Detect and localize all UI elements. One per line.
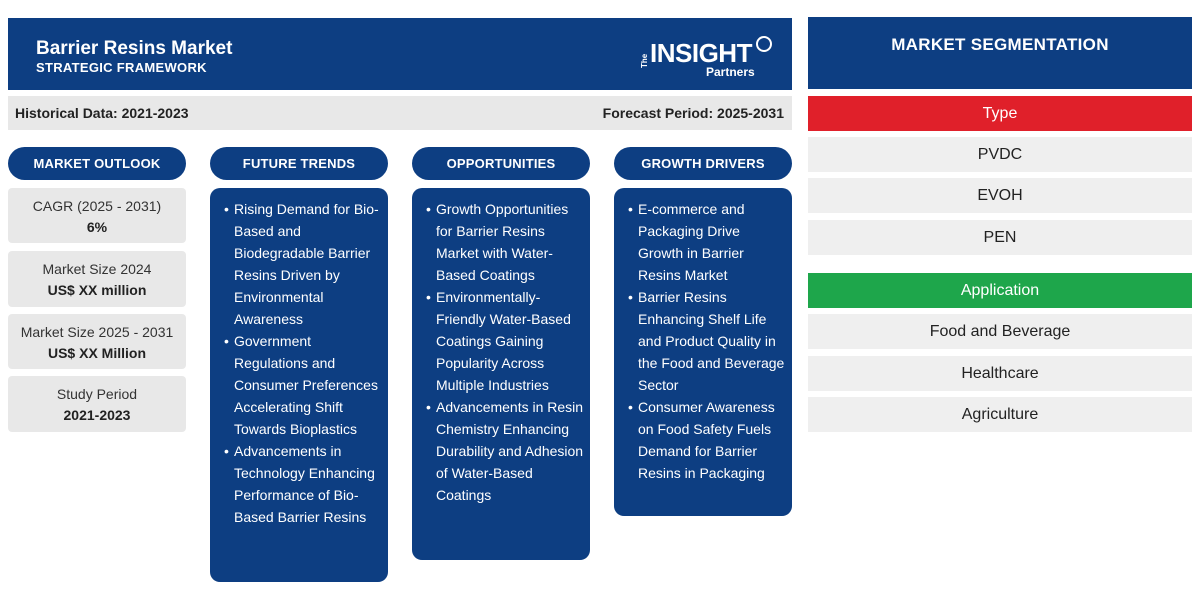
segment-application-header: Application: [808, 273, 1192, 308]
market-outlook-header: MARKET OUTLOOK: [8, 147, 186, 180]
segment-item-food-beverage: Food and Beverage: [808, 314, 1192, 349]
opportunities-panel: Growth Opportunities for Barrier Resins …: [412, 188, 590, 560]
segment-type-header: Type: [808, 96, 1192, 131]
historical-data: Historical Data: 2021-2023: [15, 105, 189, 121]
metric-cagr: CAGR (2025 - 2031) 6%: [8, 188, 186, 243]
metric-value: 6%: [86, 219, 108, 235]
future-trends-header: FUTURE TRENDS: [210, 147, 388, 180]
list-item: Rising Demand for Bio-Based and Biodegra…: [224, 198, 382, 330]
list-item: Environmentally-Friendly Water-Based Coa…: [426, 286, 584, 396]
metric-value: US$ XX million: [47, 282, 147, 298]
segment-item-evoh: EVOH: [808, 178, 1192, 213]
metric-value: 2021-2023: [63, 407, 131, 423]
insight-partners-logo: The INSIGHT Partners: [636, 34, 786, 79]
segment-item-agriculture: Agriculture: [808, 397, 1192, 432]
list-item: Barrier Resins Enhancing Shelf Life and …: [628, 286, 786, 396]
metric-label: Market Size 2025 - 2031: [20, 324, 174, 340]
metric-market-size-2024: Market Size 2024 US$ XX million: [8, 251, 186, 307]
opportunities-header: OPPORTUNITIES: [412, 147, 590, 180]
growth-drivers-panel: E-commerce and Packaging Drive Growth in…: [614, 188, 792, 516]
report-title: Barrier Resins Market: [36, 38, 233, 59]
logo-the: The: [640, 53, 649, 68]
metric-market-size-forecast: Market Size 2025 - 2031 US$ XX Million: [8, 314, 186, 369]
metric-label: CAGR (2025 - 2031): [32, 198, 162, 214]
metric-value: US$ XX Million: [47, 345, 146, 361]
logo-partners: Partners: [706, 65, 755, 79]
future-trends-panel: Rising Demand for Bio-Based and Biodegra…: [210, 188, 388, 582]
metric-study-period: Study Period 2021-2023: [8, 376, 186, 432]
framework-header: Barrier Resins Market STRATEGIC FRAMEWOR…: [8, 18, 792, 90]
metric-label: Study Period: [56, 386, 138, 402]
forecast-period: Forecast Period: 2025-2031: [602, 105, 784, 121]
list-item: Consumer Awareness on Food Safety Fuels …: [628, 396, 786, 484]
list-item: Advancements in Resin Chemistry Enhancin…: [426, 396, 584, 506]
logo-ring-icon: [756, 36, 772, 52]
segment-item-pen: PEN: [808, 220, 1192, 255]
period-bar: Historical Data: 2021-2023 Forecast Peri…: [8, 96, 792, 130]
segment-item-healthcare: Healthcare: [808, 356, 1192, 391]
list-item: Advancements in Technology Enhancing Per…: [224, 440, 382, 528]
metric-label: Market Size 2024: [42, 261, 152, 277]
report-subtitle: STRATEGIC FRAMEWORK: [36, 60, 207, 75]
list-item: Growth Opportunities for Barrier Resins …: [426, 198, 584, 286]
logo-insight: INSIGHT: [650, 38, 752, 68]
list-item: E-commerce and Packaging Drive Growth in…: [628, 198, 786, 286]
list-item: Government Regulations and Consumer Pref…: [224, 330, 382, 440]
market-segmentation-header: MARKET SEGMENTATION: [808, 17, 1192, 89]
growth-drivers-header: GROWTH DRIVERS: [614, 147, 792, 180]
segment-item-pvdc: PVDC: [808, 137, 1192, 172]
